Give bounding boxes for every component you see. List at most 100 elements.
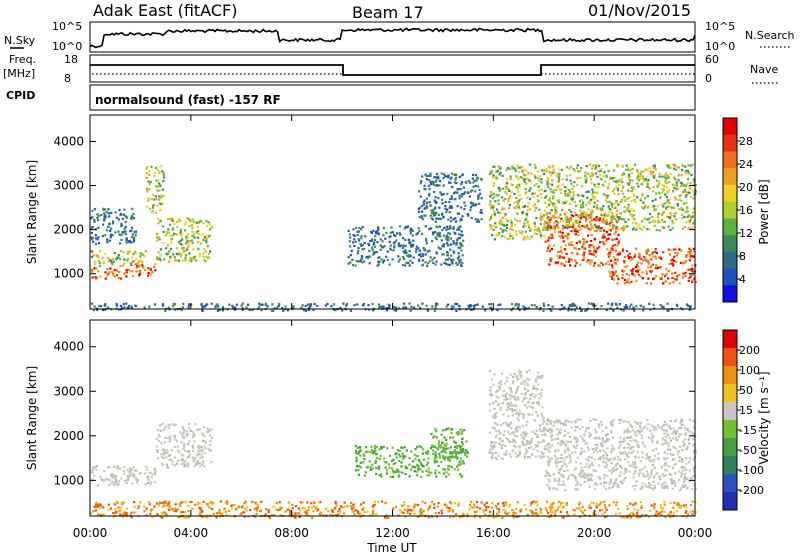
echo-cell bbox=[558, 472, 560, 474]
echo-cell bbox=[657, 457, 659, 459]
echo-cell bbox=[461, 230, 463, 232]
echo-cell bbox=[562, 483, 564, 485]
echo-cell bbox=[136, 481, 138, 483]
echo-cell bbox=[411, 245, 413, 247]
echo-cell bbox=[183, 430, 185, 432]
echo-cell bbox=[516, 220, 518, 222]
echo-cell bbox=[167, 244, 169, 246]
echo-cell bbox=[490, 307, 492, 309]
echo-cell bbox=[575, 233, 577, 235]
echo-cell bbox=[123, 306, 125, 308]
echo-cell bbox=[482, 306, 484, 308]
echo-cell bbox=[502, 188, 504, 190]
echo-cell bbox=[351, 250, 353, 252]
echo-cell bbox=[168, 424, 170, 426]
echo-cell bbox=[399, 225, 401, 227]
echo-cell bbox=[561, 169, 563, 171]
echo-cell bbox=[161, 453, 163, 455]
echo-cell bbox=[641, 194, 643, 196]
echo-cell bbox=[92, 241, 94, 243]
echo-cell bbox=[418, 190, 420, 192]
echo-cell bbox=[348, 230, 350, 232]
echo-cell bbox=[493, 193, 495, 195]
echo-cell bbox=[497, 233, 499, 235]
echo-cell bbox=[135, 234, 137, 236]
echo-cell bbox=[507, 220, 509, 222]
echo-cell bbox=[445, 259, 447, 261]
echo-cell bbox=[534, 192, 536, 194]
echo-cell bbox=[682, 424, 684, 426]
echo-cell bbox=[179, 431, 181, 433]
echo-cell bbox=[625, 169, 627, 171]
echo-cell bbox=[549, 475, 551, 477]
echo-cell bbox=[193, 237, 195, 239]
echo-cell bbox=[393, 306, 395, 308]
echo-cell bbox=[585, 204, 587, 206]
echo-cell bbox=[135, 477, 137, 479]
echo-cell bbox=[603, 217, 605, 219]
echo-cell bbox=[583, 252, 585, 254]
echo-cell bbox=[438, 184, 440, 186]
echo-cell bbox=[665, 172, 667, 174]
echo-cell bbox=[149, 208, 151, 210]
echo-cell bbox=[510, 456, 512, 458]
echo-cell bbox=[190, 430, 192, 432]
echo-cell bbox=[678, 436, 680, 438]
echo-cell bbox=[451, 451, 453, 453]
echo-cell bbox=[562, 229, 564, 231]
echo-cell bbox=[558, 480, 560, 482]
echo-cell bbox=[146, 469, 148, 471]
echo-cell bbox=[594, 202, 596, 204]
echo-cell bbox=[674, 485, 676, 487]
echo-cell bbox=[185, 465, 187, 467]
echo-cell bbox=[196, 222, 198, 224]
echo-cell bbox=[455, 262, 457, 264]
echo-cell bbox=[377, 501, 379, 503]
echo-cell bbox=[611, 425, 613, 427]
echo-cell bbox=[675, 199, 677, 201]
echo-cell bbox=[157, 218, 159, 220]
echo-cell bbox=[573, 438, 575, 440]
echo-cell bbox=[664, 174, 666, 176]
echo-cell bbox=[687, 227, 689, 229]
echo-cell bbox=[607, 195, 609, 197]
echo-cell bbox=[556, 211, 558, 213]
echo-cell bbox=[510, 402, 512, 404]
echo-cell bbox=[202, 239, 204, 241]
echo-cell bbox=[392, 258, 394, 260]
echo-cell bbox=[116, 484, 118, 486]
echo-cell bbox=[502, 444, 504, 446]
echo-cell bbox=[454, 449, 456, 451]
echo-cell bbox=[491, 234, 493, 236]
echo-cell bbox=[567, 193, 569, 195]
echo-cell bbox=[133, 466, 135, 468]
echo-cell bbox=[131, 306, 133, 308]
echo-cell bbox=[435, 430, 437, 432]
echo-cell bbox=[550, 430, 552, 432]
echo-cell bbox=[372, 452, 374, 454]
echo-cell bbox=[517, 164, 519, 166]
echo-cell bbox=[628, 219, 630, 221]
echo-cell bbox=[438, 465, 440, 467]
echo-cell bbox=[693, 468, 695, 470]
echo-cell bbox=[445, 476, 447, 478]
echo-cell bbox=[446, 456, 448, 458]
echo-cell bbox=[461, 245, 463, 247]
echo-cell bbox=[573, 181, 575, 183]
echo-cell bbox=[575, 461, 577, 463]
echo-cell bbox=[522, 238, 524, 240]
echo-cell bbox=[537, 177, 539, 179]
echo-cell bbox=[452, 436, 454, 438]
echo-cell bbox=[606, 475, 608, 477]
echo-cell bbox=[111, 261, 113, 263]
echo-cell bbox=[608, 470, 610, 472]
echo-cell bbox=[104, 303, 106, 305]
echo-cell bbox=[505, 437, 507, 439]
echo-cell bbox=[427, 474, 429, 476]
echo-cell bbox=[374, 246, 376, 248]
echo-cell bbox=[172, 305, 174, 307]
echo-cell bbox=[566, 175, 568, 177]
echo-cell bbox=[198, 233, 200, 235]
echo-cell bbox=[446, 193, 448, 195]
echo-cell bbox=[459, 197, 461, 199]
